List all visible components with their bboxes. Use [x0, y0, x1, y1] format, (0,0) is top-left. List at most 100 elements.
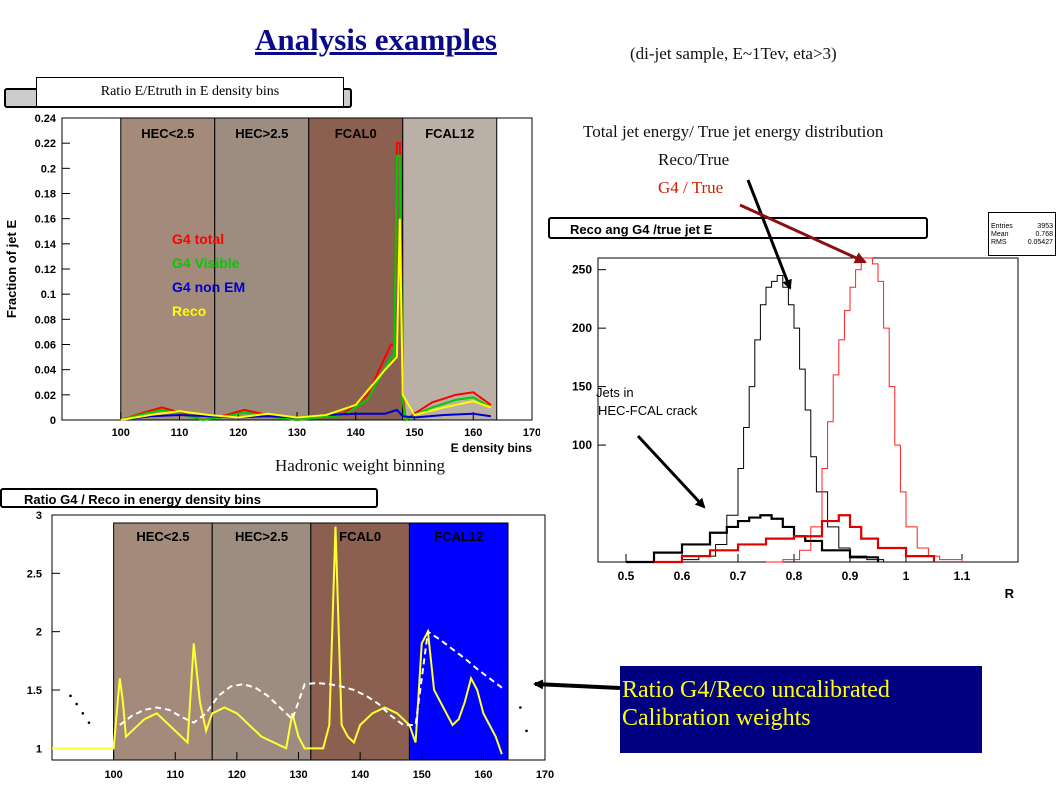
distribution-g4-label: G4 / True [658, 178, 724, 197]
y-tick-label: 0.06 [35, 340, 56, 352]
region-band [308, 117, 404, 421]
stats-mean: 0.768 [1035, 231, 1053, 238]
histogram-line [626, 514, 880, 564]
x-tick-label: 140 [347, 427, 365, 439]
y-tick-label: 0.1 [41, 289, 56, 301]
data-point [69, 694, 72, 698]
jet-energy-distribution-chart: 100 150 200 250 0.5 0.6 0.7 0.8 0.9 1 1.1 R Jets in H… [572, 257, 1019, 600]
stats-entries-label: Entries [991, 223, 1013, 230]
series-line [120, 408, 492, 421]
x-tick-label: 130 [289, 769, 307, 781]
legend-entry: G4 non EM [172, 279, 245, 295]
y-tick-label: 2.5 [27, 568, 42, 580]
region-label: HEC<2.5 [136, 529, 189, 544]
y-tick-label: 0.14 [35, 239, 57, 251]
y-tick-label: 2 [36, 627, 42, 639]
y-tick-label: 0.22 [35, 138, 56, 150]
series-line-weights [119, 629, 503, 726]
panel1-caption: Hadronic weight binning [275, 456, 445, 475]
x-tick-label: 100 [112, 427, 130, 439]
x-tick-label: 130 [288, 427, 306, 439]
x-axis-label: R [1005, 586, 1015, 600]
y-tick-label: 0.08 [35, 314, 56, 326]
region-band [310, 522, 410, 761]
series-line [120, 218, 492, 421]
callout-box: Ratio G4/Reco uncalibrated Calibration w… [620, 666, 982, 753]
data-point [519, 706, 522, 709]
y-axis-label: Fraction of jet E [4, 220, 19, 319]
y-tick-label: 3 [36, 510, 42, 522]
x-tick-label: 0.9 [842, 569, 859, 583]
data-point [525, 729, 528, 733]
y-tick-label: 0.04 [35, 365, 57, 377]
region-label: HEC>2.5 [235, 126, 288, 141]
x-tick-label: 150 [413, 769, 431, 781]
region-label: HEC>2.5 [235, 529, 288, 544]
region-band [214, 117, 310, 421]
x-axis-label: E density bins [451, 441, 533, 455]
region-label: FCAL0 [339, 529, 381, 544]
x-tick-label: 150 [405, 427, 423, 439]
x-tick-label: 120 [229, 427, 247, 439]
data-point [81, 712, 85, 715]
ratio-chart: HEC<2.5 HEC>2.5 FCAL0 FCAL12 1 1.5 2 2.5 3 100 110… [27, 510, 554, 781]
region-band [408, 522, 509, 761]
x-tick-label: 1.1 [954, 569, 971, 583]
x-tick-label: 0.7 [730, 569, 747, 583]
distribution-heading: Total jet energy/ True jet energy distri… [583, 122, 884, 141]
callout-line-1: Ratio G4/Reco uncalibrated [622, 677, 890, 703]
region-label: FCAL12 [434, 529, 483, 544]
x-tick-label: 170 [523, 427, 540, 439]
x-tick-label: 160 [474, 769, 492, 781]
x-tick-label: 1 [903, 569, 910, 583]
y-tick-label: 200 [572, 321, 592, 335]
y-tick-label: 1 [36, 743, 42, 755]
page-title: Analysis examples [255, 22, 497, 57]
stats-rms: 0.05427 [1027, 239, 1053, 246]
region-label: FCAL12 [425, 126, 474, 141]
y-tick-label: 100 [572, 438, 592, 452]
region-label: FCAL0 [335, 126, 377, 141]
region-label: HEC<2.5 [141, 126, 194, 141]
y-tick-label: 250 [572, 263, 592, 277]
x-tick-label: 110 [166, 769, 184, 781]
x-tick-label: 0.6 [674, 569, 691, 583]
y-tick-label: 0.24 [35, 113, 57, 125]
y-tick-label: 0 [50, 415, 56, 427]
region-band [113, 522, 213, 761]
x-tick-label: 0.5 [618, 569, 635, 583]
y-tick-label: 0.16 [35, 214, 56, 226]
crack-annotation-1: Jets in [596, 385, 634, 400]
y-tick-label: 1.5 [27, 685, 42, 697]
x-tick-label: 160 [464, 427, 482, 439]
legend-entry: G4 total [172, 231, 224, 247]
x-tick-label: 120 [228, 769, 246, 781]
callout-line-2: Calibration weights [622, 705, 811, 731]
page-subtitle: (di-jet sample, E~1Tev, eta>3) [630, 44, 837, 63]
panel2-title: Ratio G4 / Reco in energy density bins [0, 488, 378, 508]
data-point [87, 721, 91, 724]
x-tick-label: 100 [104, 769, 122, 781]
distribution-reco-label: Reco/True [658, 150, 730, 169]
panel3-title: Reco ang G4 /true jet E [548, 217, 928, 239]
x-tick-label: 0.8 [786, 569, 803, 583]
stats-rms-label: RMS [991, 239, 1007, 246]
y-tick-label: 0.2 [41, 163, 56, 175]
x-tick-label: 170 [536, 769, 554, 781]
x-tick-label: 140 [351, 769, 369, 781]
region-band [402, 117, 498, 421]
legend-entry: Reco [172, 303, 206, 319]
stats-entries: 3953 [1037, 223, 1053, 230]
region-band [120, 117, 216, 421]
series-line-uncalibrated [52, 526, 503, 755]
y-tick-label: 0.02 [35, 390, 56, 402]
energy-fraction-chart: HEC<2.5 HEC>2.5 FCAL0 FCAL12 0 0.02 0.04 0.06 0.… [4, 113, 540, 455]
legend-entry: G4 Visible [172, 255, 240, 271]
y-tick-label: 150 [572, 380, 592, 394]
stats-box: Entries 3953 Mean 0.768 RMS 0.05427 [988, 212, 1056, 256]
y-tick-label: 0.12 [35, 264, 56, 276]
data-point [75, 702, 78, 706]
crack-annotation-2: HEC-FCAL crack [598, 403, 698, 418]
stats-mean-label: Mean [991, 231, 1009, 238]
x-tick-label: 110 [171, 427, 189, 439]
